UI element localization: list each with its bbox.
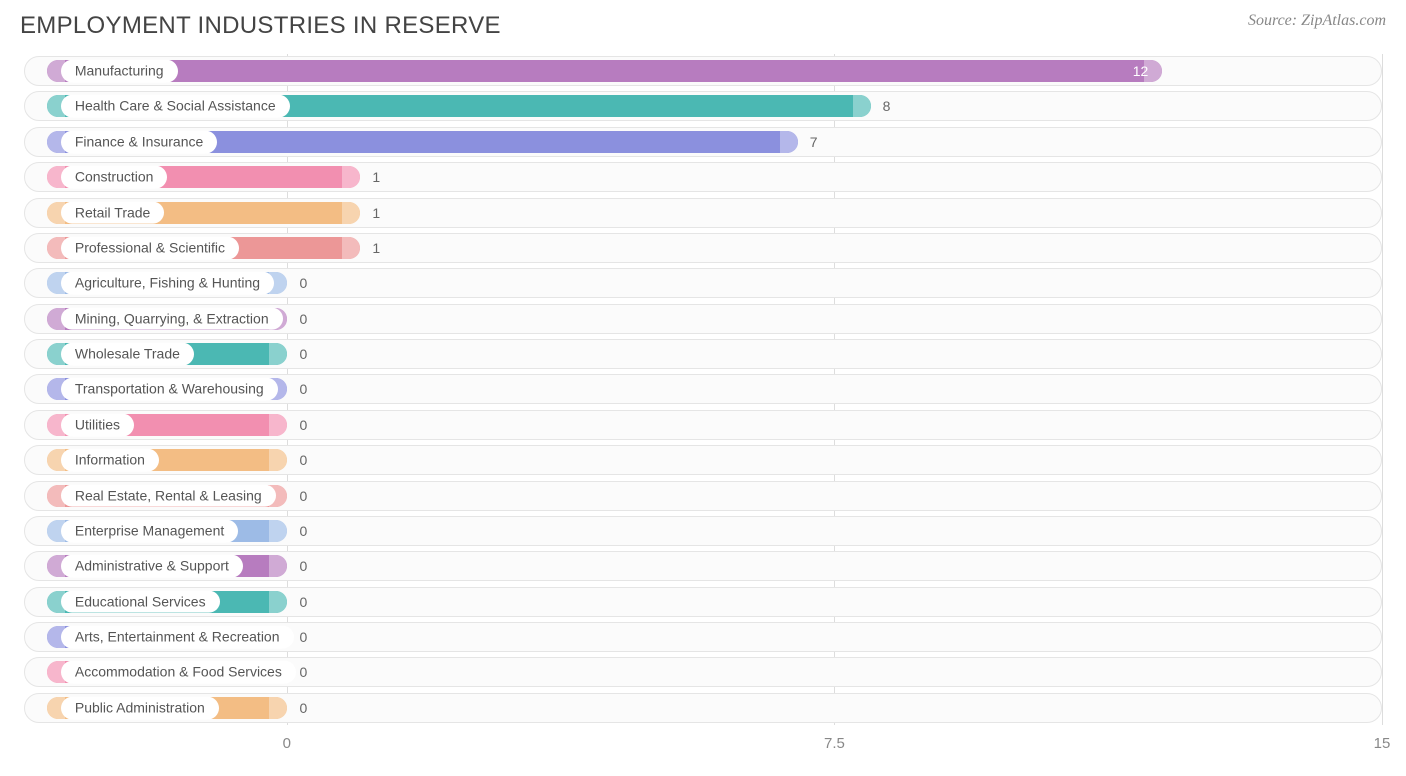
chart-bar-row: 0 Mining, Quarrying, & Extraction — [24, 304, 1382, 334]
bar-value: 0 — [299, 558, 307, 574]
chart-bar-row: 0 Transportation & Warehousing — [24, 374, 1382, 404]
plot-area: Manufacturing 12 8 Health Care & Social Ass… — [24, 54, 1382, 725]
chart-bar: Public Administration — [47, 697, 288, 719]
bar-label: Mining, Quarrying, & Extraction — [61, 307, 283, 330]
chart-bar-row: 0 Administrative & Support — [24, 551, 1382, 581]
chart-bar-row: 1 Retail Trade — [24, 198, 1382, 228]
bar-value: 1 — [372, 240, 380, 256]
chart-title: EMPLOYMENT INDUSTRIES IN RESERVE — [20, 12, 501, 40]
bar-label: Wholesale Trade — [61, 343, 194, 366]
bar-value: 0 — [299, 664, 307, 680]
bar-value: 0 — [299, 452, 307, 468]
chart-bar: Manufacturing 12 — [47, 60, 1162, 82]
chart-bar: Arts, Entertainment & Recreation — [47, 626, 288, 648]
chart-bar: Retail Trade — [47, 202, 360, 224]
chart-bar-row: 1 Professional & Scientific — [24, 233, 1382, 263]
bar-value: 1 — [372, 169, 380, 185]
bar-label: Real Estate, Rental & Leasing — [61, 484, 276, 507]
bar-label: Educational Services — [61, 590, 220, 613]
bar-label: Information — [61, 449, 159, 472]
bar-label: Retail Trade — [61, 201, 164, 224]
bar-label: Administrative & Support — [61, 555, 243, 578]
chart-bar-row: 0 Information — [24, 445, 1382, 475]
bar-value: 0 — [299, 523, 307, 539]
bar-value: 0 — [299, 417, 307, 433]
bar-label: Health Care & Social Assistance — [61, 95, 290, 118]
chart-bar: Utilities — [47, 414, 288, 436]
bar-label: Construction — [61, 166, 168, 189]
axis-tick: 7.5 — [824, 735, 845, 752]
chart-bar-row: 0 Utilities — [24, 410, 1382, 440]
chart-container: Manufacturing 12 8 Health Care & Social Ass… — [16, 54, 1390, 759]
bar-cap-right — [269, 520, 287, 542]
chart-bar: Health Care & Social Assistance — [47, 95, 871, 117]
chart-bar-row: 8 Health Care & Social Assistance — [24, 91, 1382, 121]
bar-cap-right — [269, 449, 287, 471]
x-axis: 07.515 — [24, 729, 1382, 759]
chart-bar: Professional & Scientific — [47, 237, 360, 259]
chart-bar: Mining, Quarrying, & Extraction — [47, 308, 288, 330]
bar-label: Transportation & Warehousing — [61, 378, 278, 401]
chart-bar: Information — [47, 449, 288, 471]
chart-bar-row: 0 Arts, Entertainment & Recreation — [24, 622, 1382, 652]
chart-bar-row: 0 Real Estate, Rental & Leasing — [24, 481, 1382, 511]
chart-bar-row: 0 Educational Services — [24, 587, 1382, 617]
bar-label: Agriculture, Fishing & Hunting — [61, 272, 274, 295]
bar-value: 1 — [372, 205, 380, 221]
bar-label: Manufacturing — [61, 60, 178, 83]
chart-bar: Agriculture, Fishing & Hunting — [47, 272, 288, 294]
chart-bar: Construction — [47, 166, 360, 188]
chart-bar-row: 0 Wholesale Trade — [24, 339, 1382, 369]
bar-cap-right — [342, 237, 360, 259]
chart-bar-row: 1 Construction — [24, 162, 1382, 192]
chart-bar: Administrative & Support — [47, 555, 288, 577]
bar-value: 7 — [810, 134, 818, 150]
bar-value: 0 — [299, 629, 307, 645]
bar-cap-right — [269, 343, 287, 365]
bar-label: Accommodation & Food Services — [61, 661, 296, 684]
bar-cap-right — [269, 555, 287, 577]
bar-value: 0 — [299, 594, 307, 610]
chart-bar: Enterprise Management — [47, 520, 288, 542]
chart-bar: Transportation & Warehousing — [47, 378, 288, 400]
bar-label: Professional & Scientific — [61, 236, 239, 259]
chart-source: Source: ZipAtlas.com — [1248, 12, 1386, 30]
chart-bar: Finance & Insurance — [47, 131, 798, 153]
chart-bar-row: 0 Enterprise Management — [24, 516, 1382, 546]
bar-label: Arts, Entertainment & Recreation — [61, 626, 294, 649]
chart-bar: Educational Services — [47, 591, 288, 613]
chart-bar-row: 0 Public Administration — [24, 693, 1382, 723]
chart-rows: Manufacturing 12 8 Health Care & Social Ass… — [24, 54, 1382, 725]
bar-cap-right — [853, 95, 871, 117]
gridline — [1382, 54, 1383, 725]
chart-bar-row: 0Accommodation & Food Services — [24, 657, 1382, 687]
axis-tick: 0 — [283, 735, 291, 752]
chart-bar-row: 7 Finance & Insurance — [24, 127, 1382, 157]
bar-label: Enterprise Management — [61, 519, 238, 542]
bar-cap-right — [269, 697, 287, 719]
chart-bar: Real Estate, Rental & Leasing — [47, 485, 288, 507]
bar-value: 8 — [883, 98, 891, 114]
bar-cap-right — [269, 414, 287, 436]
bar-label: Public Administration — [61, 696, 219, 719]
bar-value: 0 — [299, 381, 307, 397]
bar-label: Finance & Insurance — [61, 130, 217, 153]
bar-cap-right — [342, 166, 360, 188]
bar-value: 0 — [299, 275, 307, 291]
chart-bar-row: Manufacturing 12 — [24, 56, 1382, 86]
axis-tick: 15 — [1374, 735, 1391, 752]
bar-value: 0 — [299, 700, 307, 716]
bar-cap-right — [269, 591, 287, 613]
bar-value: 0 — [299, 488, 307, 504]
chart-header: EMPLOYMENT INDUSTRIES IN RESERVE Source:… — [16, 12, 1390, 40]
chart-bar-row: 0 Agriculture, Fishing & Hunting — [24, 268, 1382, 298]
bar-cap-right — [780, 131, 798, 153]
bar-value: 0 — [299, 346, 307, 362]
bar-cap-right — [342, 202, 360, 224]
bar-label: Utilities — [61, 413, 134, 436]
bar-value: 12 — [1133, 63, 1149, 79]
chart-bar: Wholesale Trade — [47, 343, 288, 365]
bar-value: 0 — [299, 311, 307, 327]
chart-bar: Accommodation & Food Services — [47, 661, 288, 683]
